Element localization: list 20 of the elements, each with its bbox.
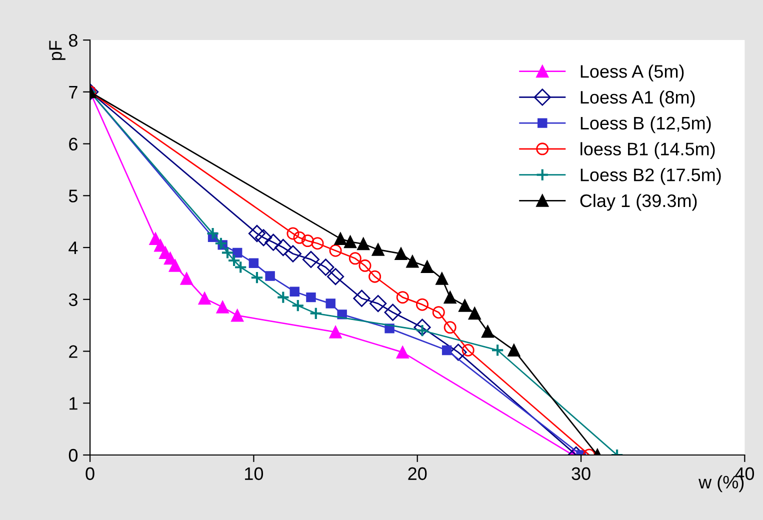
legend-label: Loess A1 (8m) [580, 90, 695, 108]
y-tick-label: 7 [69, 86, 78, 98]
y-tick-label: 3 [68, 293, 78, 306]
y-tick-label: 0 [68, 448, 78, 462]
x-tick-label: 10 [245, 467, 264, 480]
legend-label: loess B1 (14.5m) [580, 142, 715, 159]
y-tick-label: 1 [70, 397, 78, 410]
y-axis-title: pF [49, 40, 66, 60]
legend-label: Loess B (12,5m) [580, 116, 711, 134]
y-tick-label: 8 [68, 34, 78, 47]
legend-label: Clay 1 (39.3m) [580, 194, 697, 211]
x-tick-label: 20 [408, 467, 427, 480]
x-tick-label: 30 [572, 467, 590, 480]
y-tick-label: 4 [68, 242, 78, 254]
legend-label: Loess A (5m) [580, 64, 684, 82]
y-tick-label: 2 [69, 345, 78, 358]
legend-label: Loess B2 (17.5m) [580, 168, 721, 185]
y-tick-label: 6 [69, 138, 78, 150]
x-tick-label: 0 [86, 467, 94, 480]
y-tick-label: 5 [68, 190, 78, 202]
